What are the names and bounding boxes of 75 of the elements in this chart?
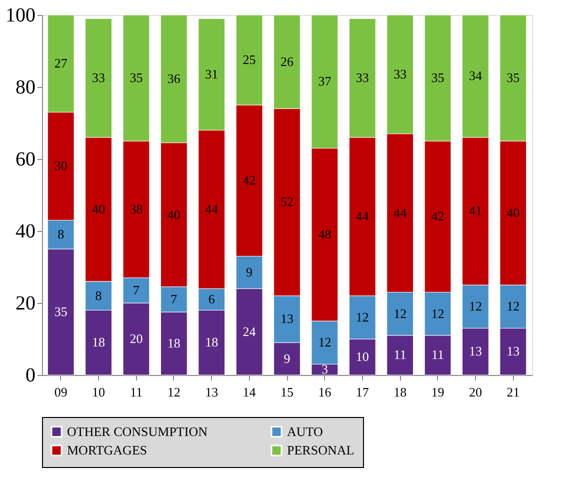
data-label: 36	[167, 70, 181, 86]
x-tick-label: 19	[431, 384, 444, 400]
data-label: 42	[431, 208, 444, 224]
x-tick-label: 15	[280, 384, 294, 400]
data-label: 35	[431, 70, 444, 85]
data-label: 42	[242, 172, 256, 188]
x-tick-label: 10	[92, 384, 106, 400]
data-label: 52	[280, 194, 294, 210]
data-label: 7	[132, 282, 140, 298]
x-tick-label: 21	[506, 384, 520, 400]
data-label: 12	[431, 306, 444, 321]
data-label: 13	[468, 344, 482, 359]
legend-label: AUTO	[287, 424, 323, 439]
y-tick-label: 100	[6, 4, 36, 26]
data-label: 18	[167, 336, 180, 350]
data-label: 18	[205, 334, 218, 350]
data-label: 9	[284, 350, 290, 366]
data-label: 44	[205, 201, 219, 216]
data-label: 41	[468, 203, 482, 218]
data-label: 35	[130, 70, 143, 85]
data-label: 12	[506, 298, 520, 314]
data-label: 40	[506, 205, 520, 220]
x-tick-label: 11	[130, 384, 142, 400]
legend-label: OTHER CONSUMPTION	[67, 424, 208, 439]
x-tick-label: 14	[242, 384, 256, 400]
x-tick-label: 17	[356, 384, 370, 400]
y-tick-label: 80	[16, 76, 36, 98]
data-label: 48	[318, 226, 332, 242]
data-label: 12	[318, 334, 332, 350]
data-label: 11	[394, 347, 406, 362]
data-label: 13	[506, 344, 520, 359]
legend-label: PERSONAL	[287, 442, 354, 458]
data-label: 33	[92, 70, 106, 85]
data-label: 30	[54, 158, 68, 174]
data-label: 7	[170, 291, 178, 306]
data-label: 10	[356, 349, 369, 364]
data-label: 8	[58, 226, 64, 242]
x-tick-label: 09	[54, 384, 68, 400]
data-label: 40	[167, 206, 180, 222]
data-label: 26	[280, 54, 294, 69]
data-label: 33	[394, 66, 407, 82]
y-tick-label: 60	[16, 148, 36, 170]
data-label: 9	[246, 264, 253, 280]
data-label: 12	[356, 309, 369, 324]
y-tick-label: 20	[16, 292, 36, 314]
data-label: 20	[130, 331, 143, 346]
x-tick-label: 12	[167, 384, 180, 400]
x-tick-label: 20	[468, 384, 482, 400]
data-label: 25	[242, 52, 256, 67]
data-label: 8	[95, 288, 102, 303]
data-label: 18	[92, 334, 106, 350]
data-label: 24	[242, 324, 256, 339]
data-label: 3	[321, 362, 328, 377]
x-tick-label: 13	[205, 384, 218, 400]
data-label: 35	[506, 70, 520, 85]
data-label: 27	[54, 56, 68, 71]
data-label: 35	[54, 304, 68, 319]
y-tick-label: 40	[16, 220, 36, 242]
data-label: 6	[208, 291, 216, 306]
data-label: 34	[468, 68, 482, 84]
data-label: 40	[92, 201, 106, 216]
data-label: 12	[394, 306, 407, 321]
data-label: 44	[356, 208, 370, 224]
data-label: 44	[394, 205, 408, 220]
data-label: 13	[280, 311, 294, 326]
y-tick-label: 0	[26, 364, 36, 386]
legend-label: MORTGAGES	[67, 442, 148, 458]
data-label: 12	[468, 298, 482, 314]
x-tick-label: 18	[394, 384, 407, 400]
x-tick-label: 16	[318, 384, 332, 400]
data-label: 37	[318, 74, 332, 89]
data-label: 11	[432, 347, 444, 362]
data-label: 38	[130, 201, 143, 216]
data-label: 31	[205, 66, 218, 82]
data-label: 33	[356, 70, 369, 85]
